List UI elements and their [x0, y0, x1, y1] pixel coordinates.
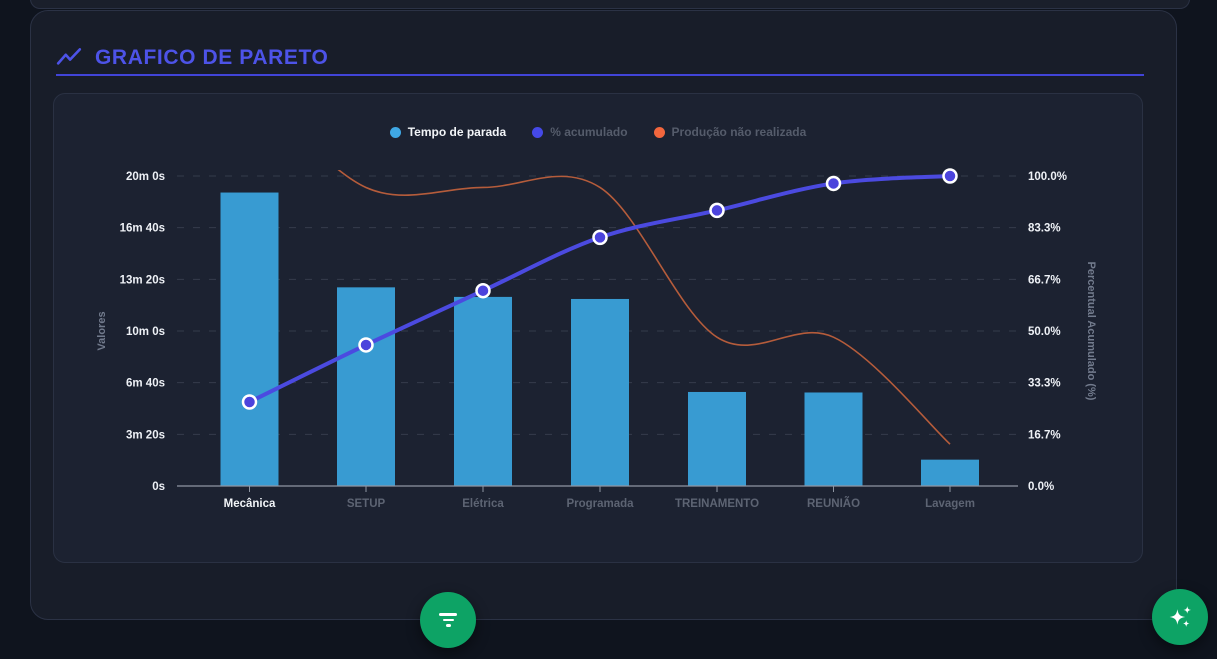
chart-legend: Tempo de parada % acumulado Produção não r…: [54, 125, 1142, 139]
legend-item-3[interactable]: Produção não realizada: [653, 125, 807, 139]
legend-label: % acumulado: [550, 125, 628, 139]
legend-dot: [532, 126, 544, 138]
secondary-line-producao-nao-realizada[interactable]: [250, 94, 951, 445]
right-axis-tick: 16.7%: [1028, 429, 1061, 441]
category-label-TREINAMENTO[interactable]: TREINAMENTO: [675, 498, 759, 510]
right-axis-title: Percentual Acumulado (%): [1085, 262, 1097, 401]
chart-panel: Tempo de parada % acumulado Produção não r…: [53, 93, 1143, 563]
left-axis-tick: 10m 0s: [126, 326, 165, 338]
cumulative-point-Mecânica[interactable]: [241, 394, 258, 410]
legend-label: Produção não realizada: [671, 125, 807, 139]
category-label-Lavagem[interactable]: Lavagem: [925, 498, 975, 510]
left-axis-tick: 13m 20s: [120, 274, 165, 286]
legend-item-1[interactable]: Tempo de parada: [389, 125, 507, 139]
legend-dot: [389, 126, 401, 138]
filter-button[interactable]: [420, 592, 476, 648]
bar-Mecânica[interactable]: [220, 192, 279, 486]
bar-Programada[interactable]: [571, 298, 629, 486]
left-axis-tick: 16m 40s: [120, 223, 165, 235]
bar-Lavagem[interactable]: [921, 459, 979, 486]
left-axis-tick: 6m 40s: [126, 378, 165, 390]
right-axis-tick: 0.0%: [1028, 481, 1054, 493]
previous-panel-bottom-edge: [30, 0, 1190, 9]
category-label-Programada[interactable]: Programada: [566, 498, 634, 510]
filter-icon: [439, 613, 457, 627]
legend-label: Tempo de parada: [407, 125, 507, 139]
trend-line-icon: [56, 48, 82, 65]
right-axis-tick: 66.7%: [1028, 274, 1061, 286]
bar-Elétrica[interactable]: [454, 296, 512, 486]
left-axis-title: Valores: [96, 311, 108, 350]
bar-SETUP[interactable]: [337, 287, 395, 486]
right-axis-tick: 33.3%: [1028, 378, 1061, 390]
category-label-Mecânica[interactable]: Mecânica: [224, 498, 276, 510]
left-axis-tick: 3m 20s: [126, 429, 165, 441]
cumulative-point-REUNIÃO[interactable]: [825, 175, 842, 192]
bar-TREINAMENTO[interactable]: [688, 391, 746, 486]
bar-REUNIÃO[interactable]: [804, 392, 863, 486]
legend-item-2[interactable]: % acumulado: [532, 125, 628, 139]
category-label-Elétrica[interactable]: Elétrica: [462, 498, 504, 510]
page-title: GRAFICO DE PARETO: [95, 46, 329, 69]
card-header: GRAFICO DE PARETO: [56, 45, 328, 71]
right-axis-tick: 83.3%: [1028, 223, 1061, 235]
cumulative-point-SETUP[interactable]: [358, 337, 374, 353]
right-axis-tick: 50.0%: [1028, 326, 1061, 338]
ai-assistant-button[interactable]: [1152, 589, 1208, 645]
cumulative-point-Elétrica[interactable]: [475, 282, 491, 299]
right-axis-tick: 100.0%: [1028, 171, 1067, 183]
pareto-chart: 20m 0s 16m 40s 13m 20s 10m 0s 6m 40s 3m 20s 0s…: [96, 94, 1097, 510]
cumulative-point-Lavagem[interactable]: [942, 168, 958, 184]
pareto-card: GRAFICO DE PARETO Tempo de parada % acumu…: [30, 10, 1177, 620]
legend-dot: [653, 126, 665, 138]
left-axis-tick: 20m 0s: [126, 171, 165, 183]
sparkles-icon: [1169, 606, 1192, 627]
cumulative-point-TREINAMENTO[interactable]: [709, 202, 725, 219]
cumulative-point-Programada[interactable]: [592, 229, 608, 246]
category-label-SETUP[interactable]: SETUP: [347, 498, 386, 510]
left-axis-tick: 0s: [152, 481, 165, 493]
title-underline: [56, 74, 1144, 76]
category-label-REUNIÃO[interactable]: REUNIÃO: [807, 497, 860, 510]
